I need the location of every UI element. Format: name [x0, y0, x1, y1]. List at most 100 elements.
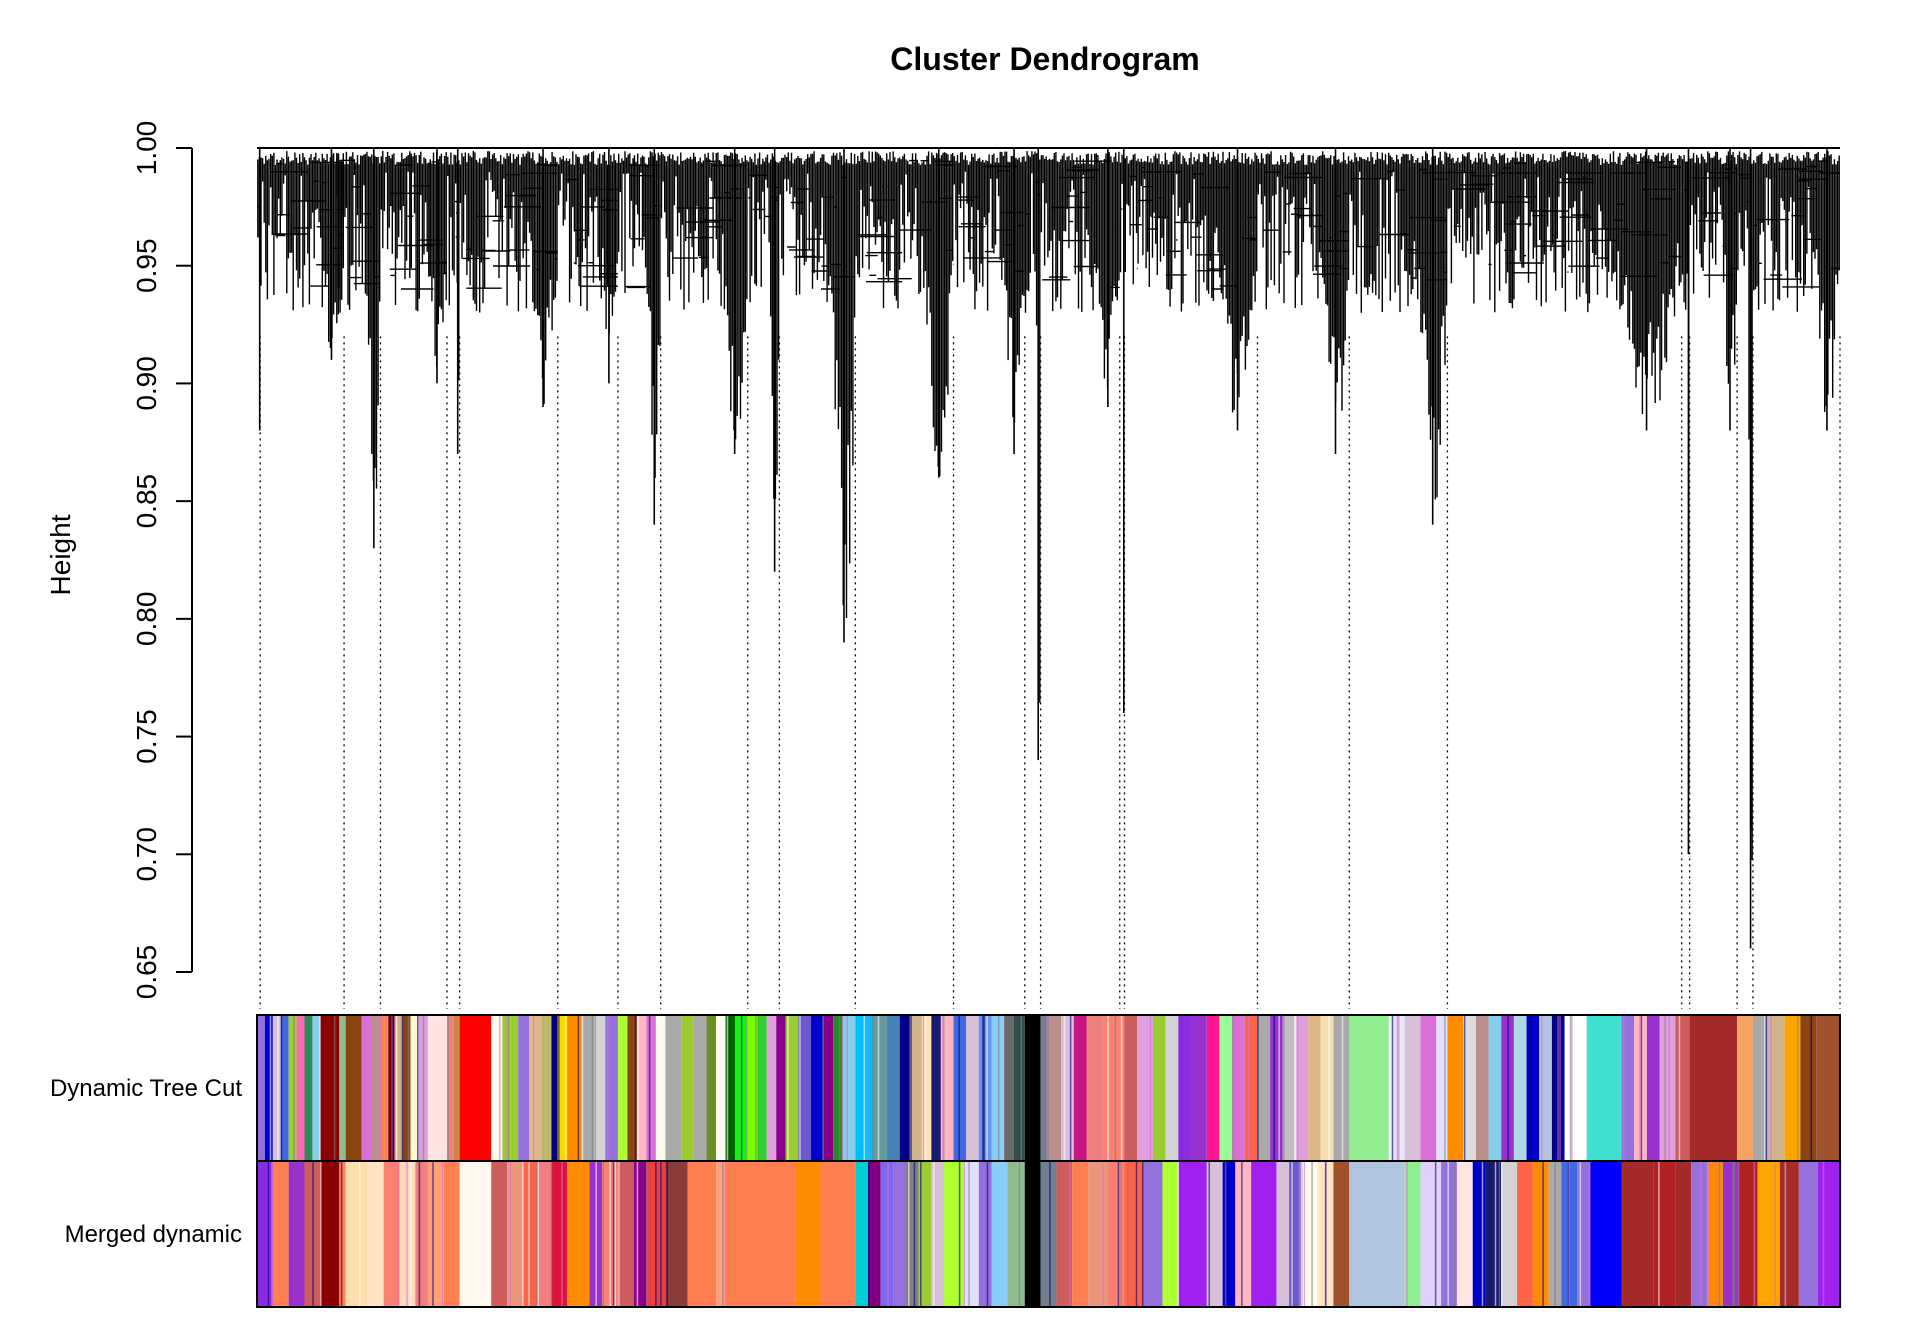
branch-lines: [380, 151, 447, 367]
color-segment: [706, 1015, 717, 1161]
color-segment: [1404, 1015, 1421, 1161]
color-stripe: [1640, 1015, 1643, 1161]
color-segment: [551, 1161, 568, 1307]
color-stripe: [1247, 1015, 1250, 1161]
dendrogram-branch: [1447, 148, 1683, 1009]
color-stripe: [618, 1161, 620, 1307]
color-stripe: [1622, 1015, 1625, 1161]
branch-lines: [618, 151, 661, 478]
color-segment: [1040, 1015, 1049, 1161]
branch-lines: [855, 151, 954, 477]
color-segment: [518, 1015, 530, 1161]
color-stripe: [269, 1015, 272, 1161]
color-segment: [320, 1015, 340, 1161]
color-segment: [1056, 1161, 1073, 1307]
color-segment: [264, 1015, 273, 1161]
color-stripe: [1398, 1015, 1400, 1161]
color-segment: [272, 1161, 289, 1307]
color-stripe: [1341, 1015, 1344, 1161]
color-segment: [380, 1015, 387, 1161]
color-segment: [1190, 1015, 1207, 1161]
color-segment: [394, 1015, 403, 1161]
branch-lines: [660, 152, 748, 440]
color-segment: [1798, 1161, 1818, 1307]
branch-lines: [1119, 154, 1125, 286]
color-stripe: [738, 1015, 741, 1161]
color-stripe: [838, 1015, 841, 1161]
color-stripe: [1822, 1161, 1825, 1307]
color-stripe: [1541, 1015, 1543, 1161]
color-segment: [1589, 1161, 1622, 1307]
color-stripe: [1664, 1015, 1666, 1161]
color-stripe: [395, 1015, 398, 1161]
color-segment: [795, 1161, 821, 1307]
color-stripe: [392, 1015, 394, 1161]
color-stripe: [1298, 1161, 1301, 1307]
color-stripe: [1120, 1161, 1122, 1307]
dendrogram-branch: [1737, 148, 1754, 1009]
branch-lines: [1124, 151, 1258, 413]
color-segment: [1689, 1015, 1738, 1161]
color-segment: [491, 1015, 503, 1161]
dendrogram-branch: [1119, 148, 1126, 1009]
color-segment: [766, 1015, 777, 1161]
color-stripe: [1554, 1161, 1556, 1307]
color-row-label: Dynamic Tree Cut: [50, 1075, 242, 1102]
color-segment: [288, 1161, 305, 1307]
color-stripe: [1388, 1015, 1391, 1161]
color-segment: [978, 1015, 992, 1161]
color-stripe: [1797, 1015, 1799, 1161]
color-segment: [345, 1015, 362, 1161]
branch-lines: [779, 151, 856, 618]
color-stripe: [1018, 1161, 1021, 1307]
color-segment: [1333, 1015, 1350, 1161]
color-segment: [991, 1015, 1005, 1161]
color-stripe: [320, 1161, 322, 1307]
color-stripe: [822, 1015, 824, 1161]
color-segment: [1737, 1015, 1753, 1161]
dendrogram-branch: [459, 148, 559, 1009]
color-segment: [1485, 1161, 1502, 1307]
color-stripe: [1294, 1015, 1296, 1161]
color-stripe: [1241, 1161, 1243, 1307]
color-stripe: [1046, 1015, 1048, 1161]
color-segment: [963, 1161, 979, 1307]
color-stripe: [1529, 1015, 1532, 1161]
color-stripe: [410, 1161, 412, 1307]
color-stripe: [924, 1015, 927, 1161]
color-stripe: [1069, 1161, 1071, 1307]
color-segment: [427, 1161, 444, 1307]
color-stripe: [1102, 1161, 1105, 1307]
color-segment: [1333, 1161, 1350, 1307]
y-tick-label: 0.80: [131, 592, 162, 647]
color-segment: [1447, 1015, 1464, 1161]
dendrogram-tree: [257, 147, 1841, 1009]
y-axis-label: Height: [45, 514, 76, 595]
color-segment: [383, 1161, 400, 1307]
color-segment: [1072, 1161, 1089, 1307]
color-stripe: [595, 1161, 597, 1307]
color-stripe: [319, 1015, 321, 1161]
color-segment: [1532, 1161, 1549, 1307]
color-stripe: [537, 1161, 540, 1307]
color-stripe: [535, 1161, 537, 1307]
color-stripe: [1463, 1015, 1466, 1161]
color-segment: [594, 1015, 606, 1161]
color-stripe: [724, 1161, 727, 1307]
color-segment: [820, 1161, 856, 1307]
color-stripe: [1117, 1161, 1120, 1307]
color-stripe: [1481, 1161, 1484, 1307]
color-segment: [1276, 1161, 1290, 1307]
color-stripe: [942, 1015, 945, 1161]
color-segment: [1206, 1015, 1220, 1161]
color-stripe: [1127, 1161, 1129, 1307]
color-segment: [522, 1161, 539, 1307]
color-segment: [1513, 1015, 1527, 1161]
color-stripe: [866, 1015, 869, 1161]
color-segment: [655, 1015, 666, 1161]
color-segment: [776, 1015, 786, 1161]
y-tick-label: 0.85: [131, 474, 162, 528]
color-stripe: [507, 1015, 510, 1161]
color-segment: [1488, 1015, 1502, 1161]
